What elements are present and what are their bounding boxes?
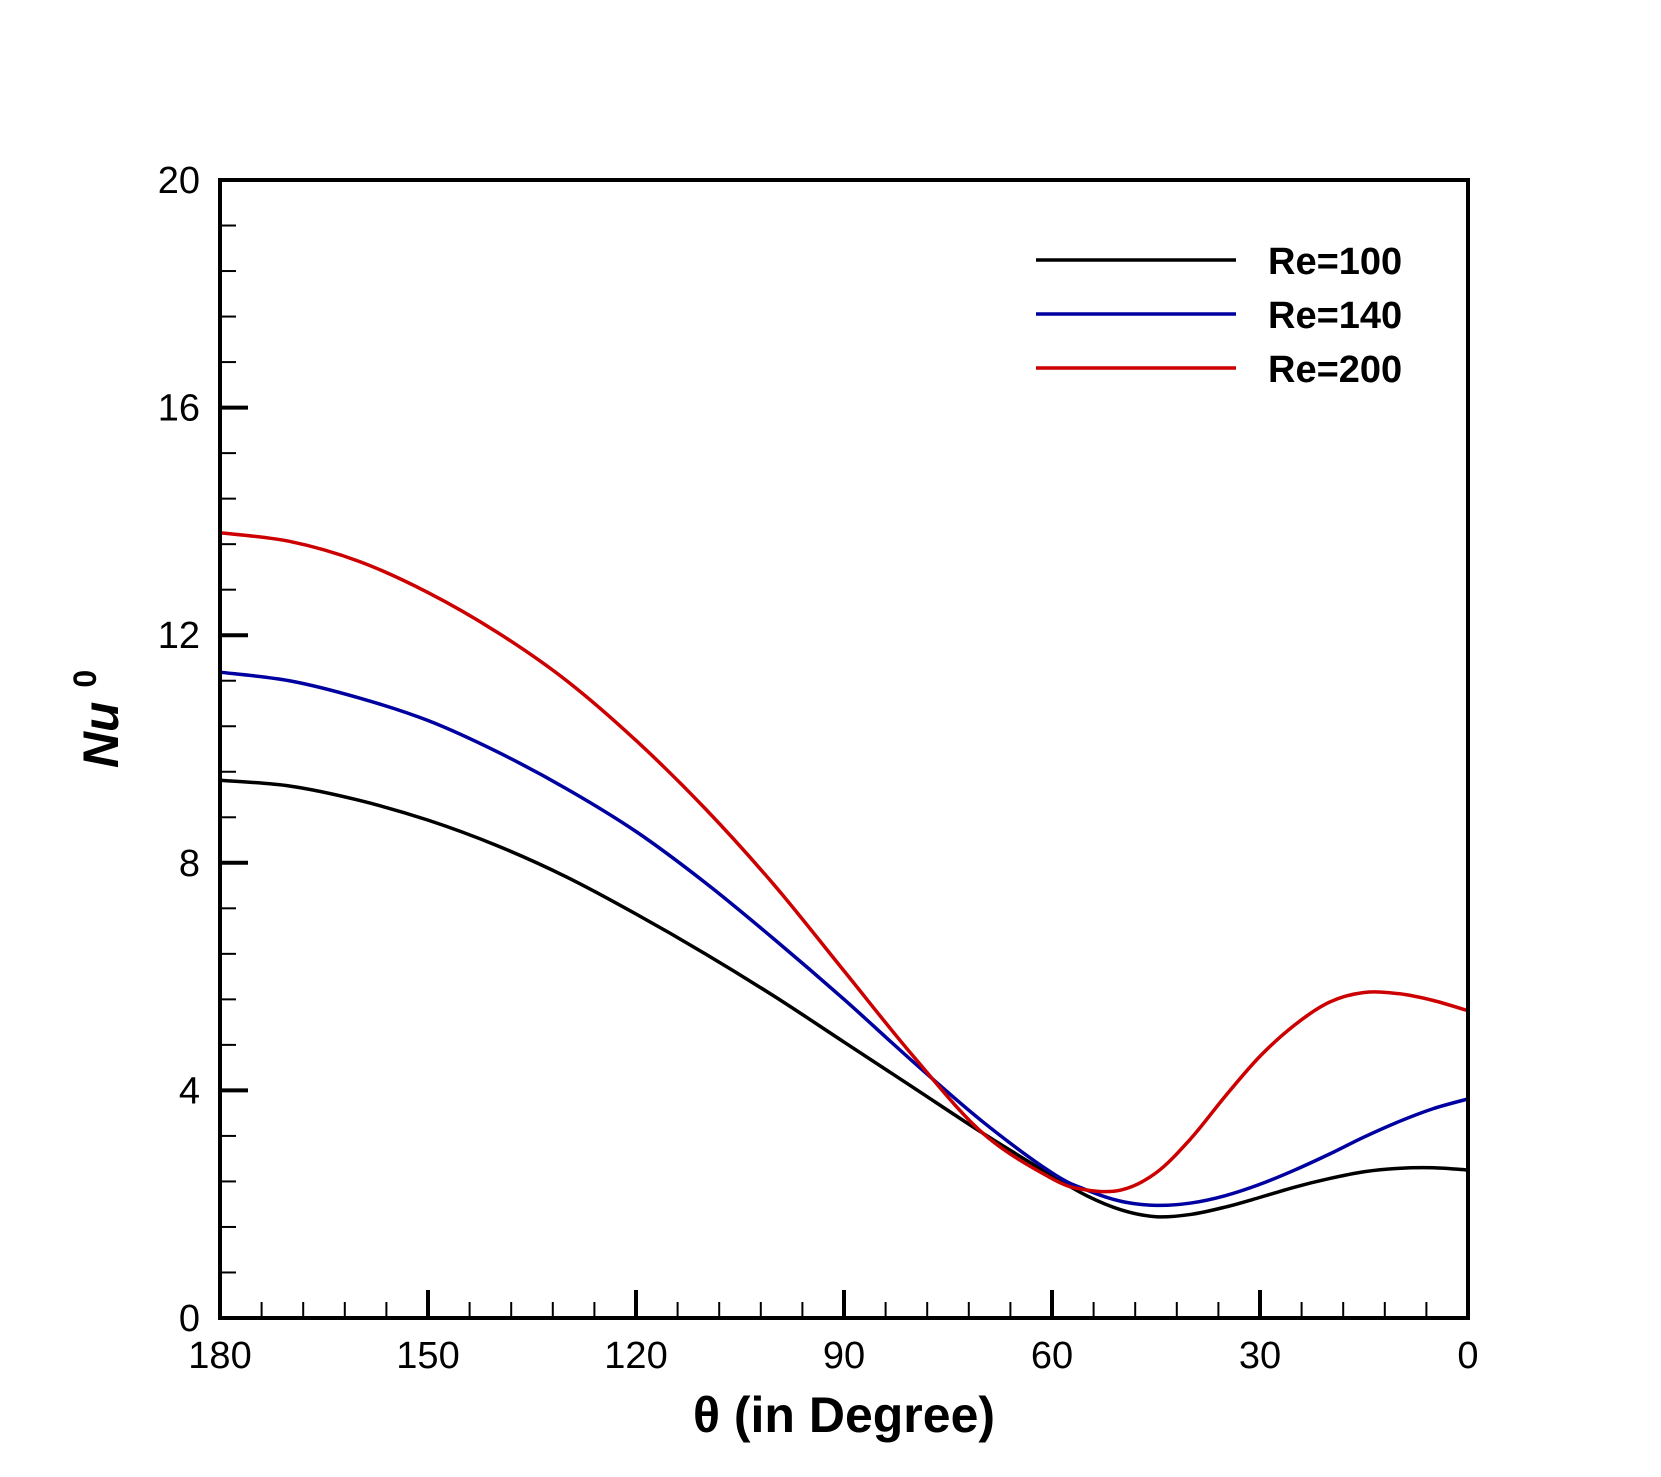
tick-labels: 180 150 120 90 60 30 0 0 4 8 12 16 20 — [158, 160, 1479, 1377]
x-axis-title: θ (in Degree) — [693, 1387, 995, 1443]
y-axis-title: Nu 0 — [67, 670, 129, 768]
legend-label: Re=200 — [1268, 349, 1402, 391]
y-axis-title-main: Nu — [73, 702, 129, 769]
y-tick-label: 0 — [179, 1298, 200, 1340]
y-axis-title-superscript: 0 — [67, 670, 103, 688]
legend-label: Re=100 — [1268, 241, 1402, 283]
x-tick-label: 0 — [1457, 1335, 1478, 1377]
y-tick-label: 16 — [158, 388, 200, 430]
x-tick-label: 180 — [188, 1335, 251, 1377]
y-tick-label: 12 — [158, 615, 200, 657]
plot-frame — [218, 178, 1470, 1320]
y-tick-label: 4 — [179, 1070, 200, 1112]
legend: Re=100 Re=140 Re=200 — [1036, 241, 1402, 391]
x-tick-label: 60 — [1031, 1335, 1073, 1377]
series-line-re-200 — [219, 531, 1469, 1194]
y-tick-label: 8 — [179, 843, 200, 885]
series-lines — [219, 531, 1469, 1219]
x-tick-label: 150 — [396, 1335, 459, 1377]
series-line-re-140 — [219, 670, 1469, 1208]
minor-ticks — [220, 224, 1428, 1318]
x-tick-label: 90 — [823, 1335, 865, 1377]
y-tick-label: 20 — [158, 160, 200, 202]
legend-label: Re=140 — [1268, 295, 1402, 337]
x-tick-label: 30 — [1239, 1335, 1281, 1377]
x-tick-label: 120 — [604, 1335, 667, 1377]
series-line-re-100 — [219, 778, 1469, 1219]
